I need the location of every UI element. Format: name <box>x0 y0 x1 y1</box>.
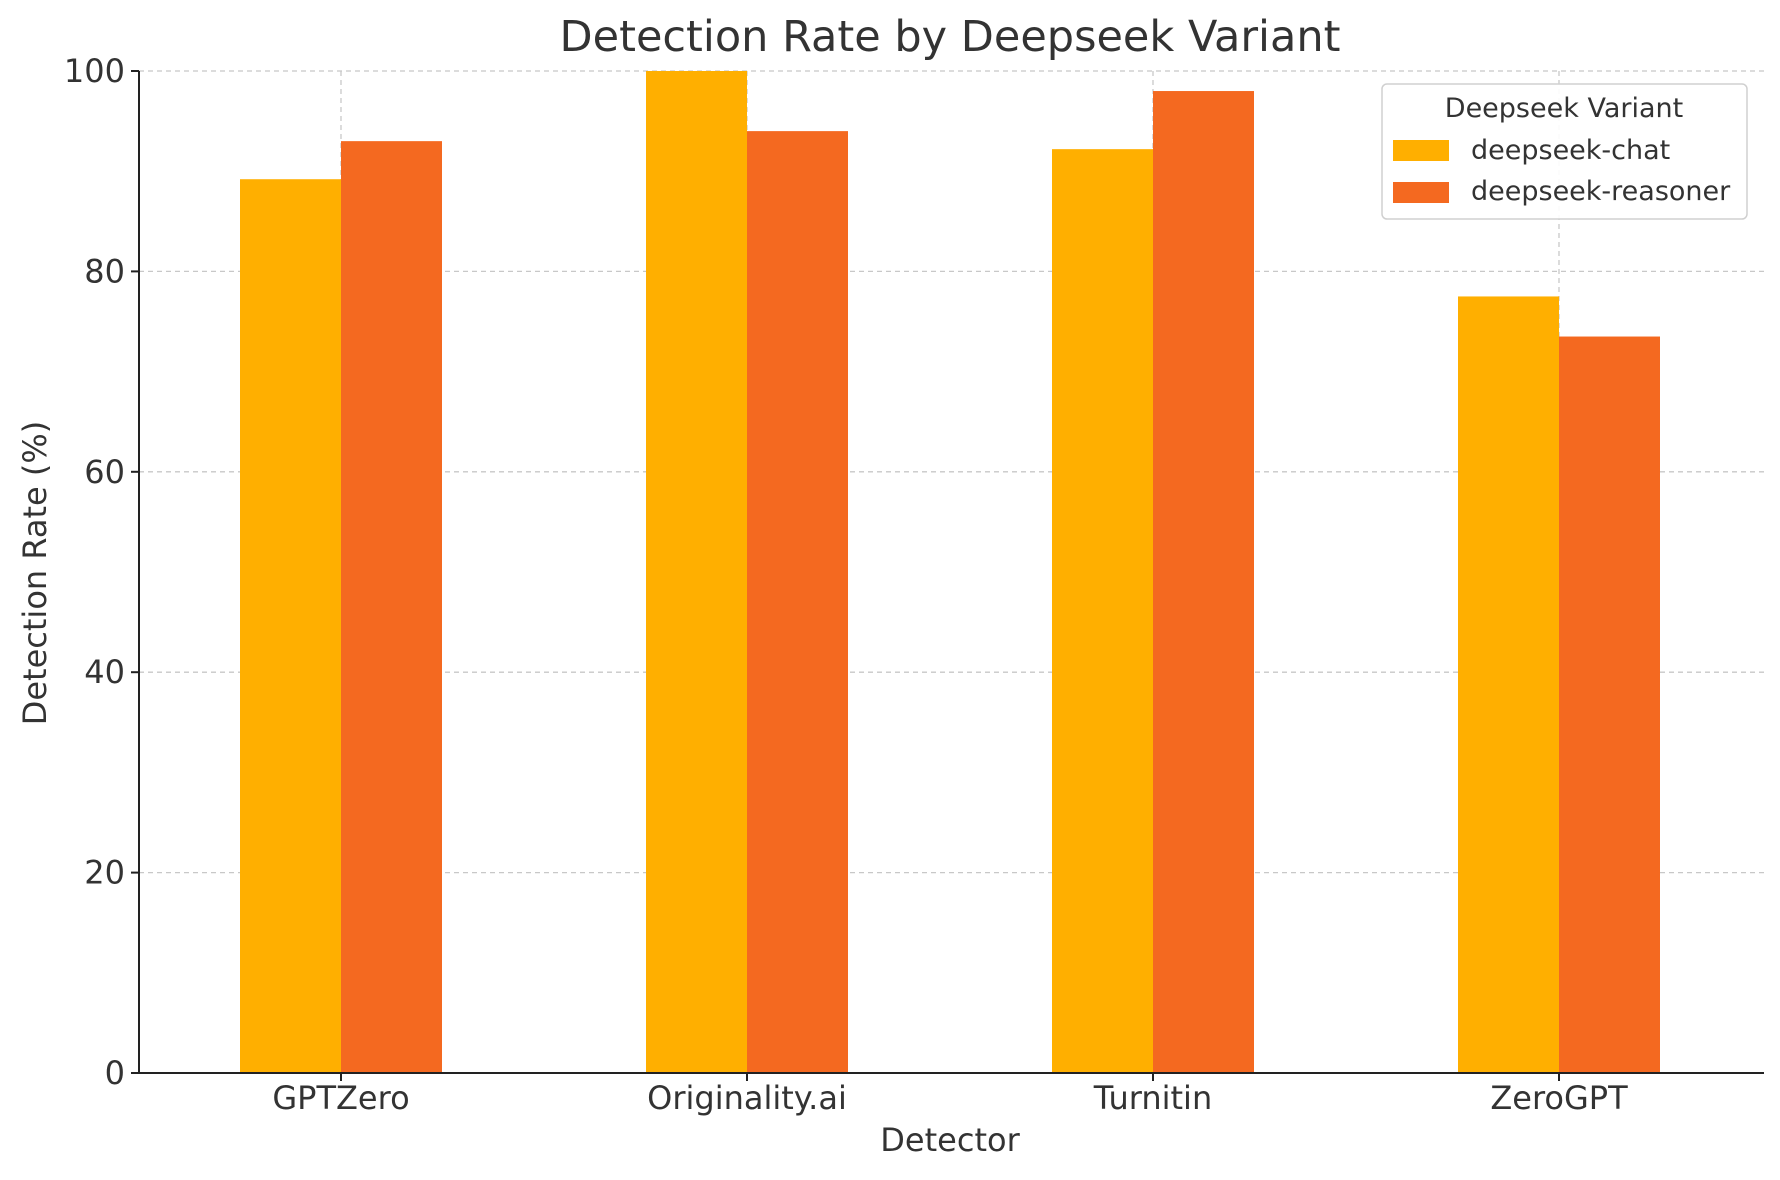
x-tick-label-turnitin: Turnitin <box>1093 1079 1212 1117</box>
legend-swatch-deepseek-reasoner <box>1393 182 1449 203</box>
bar-deepseek-reasoner-zerogpt <box>1559 336 1660 1073</box>
y-tick-label-0: 0 <box>105 1054 125 1092</box>
bar-deepseek-chat-zerogpt <box>1458 296 1559 1073</box>
bar-deepseek-chat-turnitin <box>1052 149 1153 1073</box>
bar-deepseek-chat-originality-ai <box>646 71 747 1073</box>
y-tick-label-20: 20 <box>84 854 125 892</box>
bar-deepseek-chat-gptzero <box>240 179 341 1073</box>
legend-label-deepseek-chat: deepseek-chat <box>1471 135 1670 166</box>
legend-box <box>1381 83 1748 220</box>
bar-deepseek-reasoner-turnitin <box>1153 91 1254 1074</box>
bars <box>240 71 1660 1074</box>
bar-deepseek-reasoner-gptzero <box>341 141 442 1073</box>
legend-swatch-deepseek-chat <box>1393 140 1449 161</box>
bar-deepseek-reasoner-originality-ai <box>747 131 848 1073</box>
y-axis-label: Detection Rate (%) <box>16 421 54 726</box>
x-tick-label-gptzero: GPTZero <box>272 1079 409 1117</box>
x-axis-label: Detector <box>880 1121 1020 1159</box>
chart-title: Detection Rate by Deepseek Variant <box>560 12 1341 62</box>
legend-label-deepseek-reasoner: deepseek-reasoner <box>1471 176 1731 207</box>
y-tick-label-80: 80 <box>84 252 125 290</box>
y-tick-label-100: 100 <box>64 52 125 90</box>
legend-title: Deepseek Variant <box>1445 93 1683 124</box>
axes: 0 20 40 60 80 100 GPTZero Originality.ai Turniti… <box>64 52 1764 1117</box>
y-tick-label-40: 40 <box>84 653 125 691</box>
x-tick-label-originality-ai: Originality.ai <box>647 1079 847 1117</box>
y-tick-label-60: 60 <box>84 453 125 491</box>
legend: Deepseek Variant deepseek-chat deepseek-… <box>1381 83 1748 220</box>
x-tick-label-zerogpt: ZeroGPT <box>1490 1079 1628 1117</box>
